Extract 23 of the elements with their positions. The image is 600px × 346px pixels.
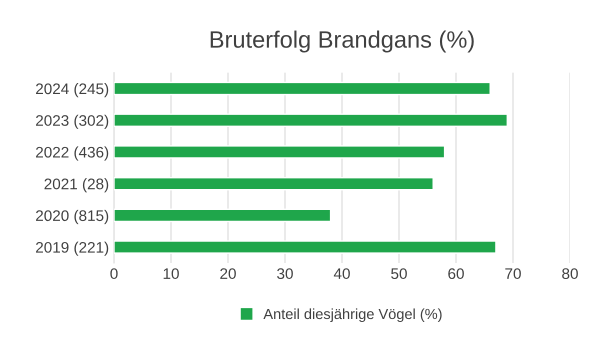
bar bbox=[114, 240, 497, 254]
bar bbox=[114, 82, 491, 96]
bar bbox=[114, 114, 508, 127]
x-tick-label: 20 bbox=[220, 268, 236, 280]
bar bbox=[114, 208, 332, 222]
y-tick-label: 2021 (28) bbox=[44, 178, 108, 192]
y-tick-label: 2024 (245) bbox=[36, 82, 108, 98]
chart-title: Bruterfolg Brandgans (%) bbox=[210, 30, 474, 53]
y-tick-label: 2019 (221) bbox=[36, 242, 108, 256]
x-tick-label: 40 bbox=[334, 268, 350, 280]
x-tick-label: 70 bbox=[505, 268, 521, 280]
x-tick-label: 30 bbox=[277, 268, 293, 280]
x-tick-label: 50 bbox=[391, 268, 407, 280]
y-tick-label: 2022 (436) bbox=[36, 146, 108, 161]
bar bbox=[114, 145, 446, 159]
legend-label: Anteil diesjährige Vögel (%) bbox=[263, 308, 442, 322]
x-tick-label: 80 bbox=[562, 268, 578, 280]
x-tick-label: 0 bbox=[110, 268, 118, 280]
x-tick-label: 10 bbox=[164, 268, 179, 280]
y-tick-label: 2023 (302) bbox=[36, 114, 108, 129]
x-tick-label: 60 bbox=[448, 268, 464, 280]
y-tick-label: 2020 (815) bbox=[36, 210, 108, 224]
bar bbox=[114, 176, 434, 190]
